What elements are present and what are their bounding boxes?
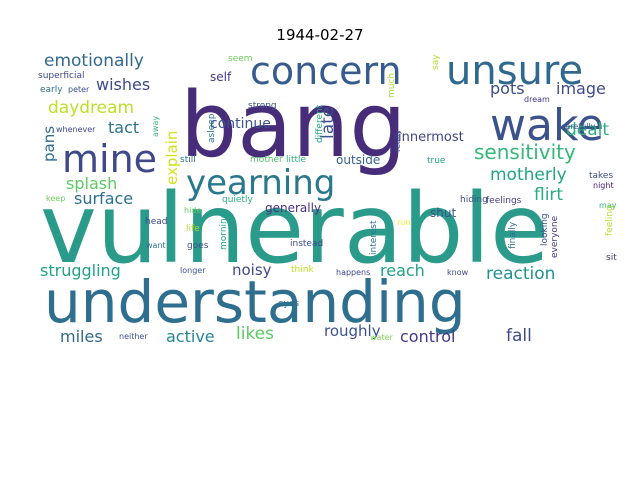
word-late: late: [318, 107, 338, 139]
word-know: know: [447, 268, 469, 277]
word-surface: surface: [74, 189, 133, 208]
word-different: different: [315, 104, 325, 143]
word-concern: concern: [250, 49, 402, 93]
word-quietly: quietly: [222, 195, 253, 205]
word-water: water: [370, 333, 394, 342]
word-much: much: [387, 73, 397, 98]
word-want: want: [146, 241, 166, 250]
word-outside: outside: [336, 153, 380, 167]
word-feeling: feeling: [605, 205, 615, 236]
word-longer: longer: [180, 266, 206, 275]
word-bang: bang: [180, 73, 406, 178]
word-hide: hide: [184, 206, 201, 215]
word-noisy: noisy: [232, 261, 272, 279]
chart-title: 1944-02-27: [276, 26, 364, 44]
word-true: true: [427, 156, 446, 166]
word-life: life: [186, 224, 200, 234]
word-neither: neither: [119, 332, 148, 341]
word-carefully: carefully: [561, 122, 596, 131]
word-shut: shut: [430, 206, 456, 220]
word-likes: likes: [236, 324, 274, 344]
word-pans: pans: [40, 126, 58, 162]
word-vulnerable: vulnerable: [40, 173, 549, 285]
word-think: think: [291, 265, 314, 275]
word-away: away: [151, 116, 160, 137]
word-feelings: feelings: [486, 196, 522, 206]
word-mother: mother: [250, 155, 283, 165]
word-miles: miles: [60, 327, 103, 346]
word-instead: instead: [290, 239, 323, 249]
word-emotionally: emotionally: [44, 51, 144, 71]
word-looking: looking: [540, 213, 550, 246]
word-dream: dream: [524, 95, 550, 104]
word-daydream: daydream: [48, 98, 134, 118]
word-explain: explain: [163, 131, 181, 185]
word-superficial: superficial: [38, 71, 84, 81]
word-say: say: [431, 54, 441, 70]
word-peter: peter: [68, 85, 90, 94]
word-keep: keep: [46, 194, 65, 203]
word-wishes: wishes: [96, 75, 150, 94]
word-unsure: unsure: [446, 48, 583, 94]
word-goes: goes: [187, 241, 209, 251]
word-fall: fall: [506, 326, 532, 346]
word-sensitivity: sensitivity: [474, 140, 576, 164]
word-sit: sit: [606, 253, 617, 263]
word-everyone: everyone: [550, 215, 560, 258]
word-control: control: [400, 327, 455, 346]
word-struggling: struggling: [40, 261, 121, 280]
word-pots: pots: [490, 79, 525, 98]
word-early: early: [40, 85, 63, 95]
word-strong: strong: [248, 101, 277, 111]
word-head: head: [145, 217, 167, 227]
word-yearning: yearning: [186, 163, 335, 203]
word-innermost: innermost: [398, 130, 464, 145]
word-eyes: eyes: [278, 299, 299, 309]
word-really: really: [393, 130, 402, 152]
word-little: little: [286, 155, 307, 165]
word-tact: tact: [108, 118, 139, 137]
word-run: run: [397, 218, 410, 227]
word-motherly: motherly: [490, 165, 567, 185]
word-splash: splash: [66, 174, 117, 193]
word-still: still: [180, 155, 196, 165]
word-may: may: [599, 201, 617, 210]
word-understanding: understanding: [44, 268, 466, 336]
word-takes: takes: [589, 171, 613, 181]
word-self: self: [210, 70, 232, 84]
word-image: image: [556, 79, 606, 98]
word-finally: finally: [508, 221, 518, 249]
word-whenever: whenever: [56, 125, 96, 134]
word-happens: happens: [336, 268, 370, 277]
word-interest: interest: [369, 220, 379, 255]
word-roughly: roughly: [324, 322, 381, 340]
word-flirt: flirt: [534, 185, 563, 205]
word-reaction: reaction: [486, 264, 555, 284]
word-generally: generally: [265, 201, 321, 215]
word-continue: continue: [210, 116, 271, 132]
word-dealt: dealt: [566, 120, 609, 140]
word-hiding: hiding: [460, 195, 488, 205]
word-mine: mine: [62, 137, 157, 181]
word-asleep: asleep: [207, 113, 217, 143]
word-reach: reach: [380, 261, 425, 280]
word-night: night: [593, 181, 614, 190]
word-morning: morning: [219, 213, 229, 250]
word-seem: seem: [228, 54, 253, 64]
word-wake: wake: [490, 100, 604, 151]
word-active: active: [166, 327, 215, 346]
